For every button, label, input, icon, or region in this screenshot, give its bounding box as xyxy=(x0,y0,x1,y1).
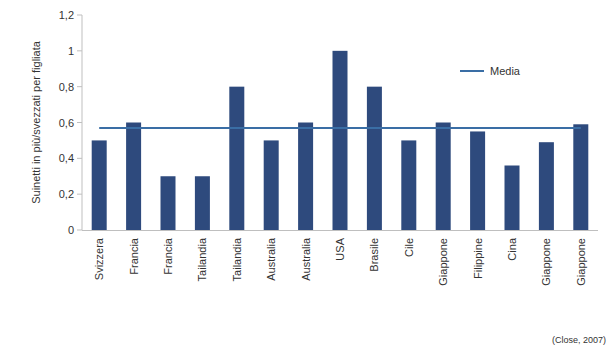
bar xyxy=(539,142,554,230)
bar xyxy=(573,124,588,230)
x-tick-label: Giappone xyxy=(575,238,587,286)
y-tick xyxy=(77,50,82,51)
bar xyxy=(195,176,210,230)
y-tick-label: 0,8 xyxy=(59,81,74,93)
source: (Close, 2007) xyxy=(552,335,606,345)
y-tick xyxy=(77,86,82,87)
bar xyxy=(161,176,176,230)
legend-swatch xyxy=(460,70,484,72)
x-tick-label: Australia xyxy=(300,237,312,281)
bar xyxy=(367,87,382,230)
bar xyxy=(264,140,279,230)
bar xyxy=(470,131,485,230)
x-tick-label: Svizzera xyxy=(93,237,105,280)
x-tick-label: Australia xyxy=(265,237,277,281)
x-tick-label: Francia xyxy=(162,237,174,275)
bar xyxy=(436,123,451,231)
x-tick-label: Tailandia xyxy=(231,237,243,281)
y-tick-label: 1,2 xyxy=(59,9,74,21)
y-tick-label: 0,6 xyxy=(59,117,74,129)
chart: 0 0,2 0,4 0,6 0,8 1 1,2 Suinetti in più/svezzat… xyxy=(0,0,610,353)
x-tick-label: Cina xyxy=(506,237,518,261)
bar xyxy=(92,140,107,230)
y-tick xyxy=(77,158,82,159)
y-tick xyxy=(77,194,82,195)
bar xyxy=(333,51,348,230)
y-tick-label: 1 xyxy=(68,45,74,57)
y-tick-label: 0,2 xyxy=(59,188,74,200)
x-tick-label: Tailandia xyxy=(196,237,208,281)
x-tick-label: Francia xyxy=(128,237,140,275)
bar xyxy=(298,123,313,231)
x-tick-label: Filippine xyxy=(472,238,484,279)
bar xyxy=(505,166,520,231)
x-tick-label: Brasile xyxy=(368,238,380,272)
legend-label: Media xyxy=(490,65,521,77)
plot-area xyxy=(92,51,589,230)
x-axis xyxy=(82,230,598,231)
bar xyxy=(126,123,141,231)
y-tick-label: 0 xyxy=(68,224,74,236)
y-tick-label: 0,4 xyxy=(59,152,74,164)
y-tick xyxy=(77,15,82,16)
y-axis-label: Suinetti in più/svezzati per figliata xyxy=(30,40,42,204)
x-tick-label: USA xyxy=(334,237,346,260)
x-tick-label: Giappone xyxy=(437,238,449,286)
mean-line xyxy=(99,127,581,129)
bar xyxy=(229,87,244,230)
y-tick xyxy=(77,122,82,123)
bar xyxy=(401,140,416,230)
x-tick-label: Giappone xyxy=(540,238,552,286)
x-tick-label: Cile xyxy=(403,238,415,257)
y-tick xyxy=(77,230,82,231)
